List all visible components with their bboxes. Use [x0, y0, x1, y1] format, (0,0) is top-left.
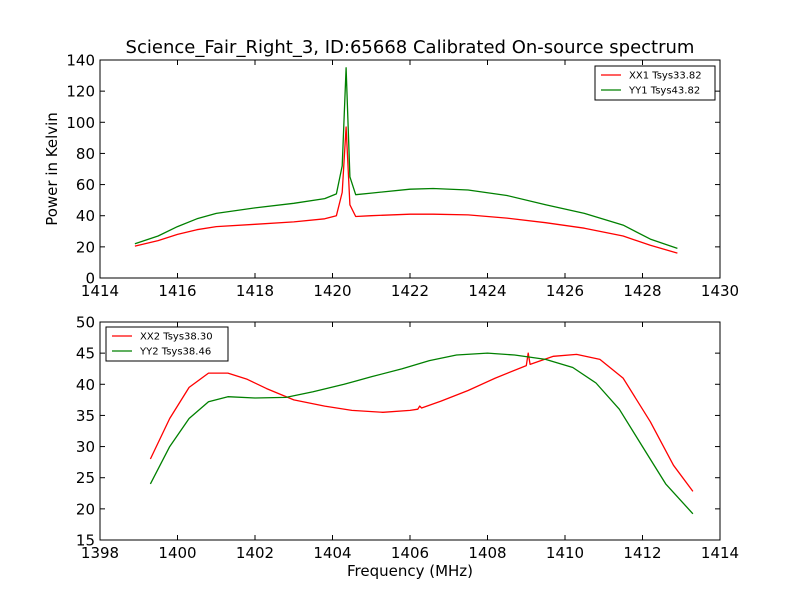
y-tick-label: 120 — [66, 83, 95, 101]
x-tick-label: 1416 — [158, 282, 196, 300]
x-tick-label: 1412 — [623, 544, 661, 562]
x-tick-label: 1426 — [546, 282, 584, 300]
legend-label-1: XX2 Tsys38.30 — [140, 332, 213, 343]
y-tick-label: 100 — [66, 114, 95, 132]
y-tick-label: 0 — [85, 270, 95, 288]
x-tick-label: 1428 — [623, 282, 661, 300]
upper-plot-panel: 1414 1416 1418 1420 1422 1424 1426 1428 1430 0 20 4… — [43, 52, 739, 301]
y-tick-label: 50 — [76, 314, 95, 332]
y-tick-label: 45 — [76, 345, 95, 363]
x-tick-label: 1406 — [391, 544, 429, 562]
legend-label-2: YY1 Tsys43.82 — [628, 86, 700, 97]
x-axis-label: Frequency (MHz) — [347, 562, 473, 580]
series-line-1 — [149, 352, 694, 492]
x-tick-label: 1422 — [391, 282, 429, 300]
y-tick-label: 20 — [76, 500, 95, 518]
x-tick-label: 1420 — [313, 282, 351, 300]
x-tick-label: 1414 — [81, 282, 119, 300]
legend-label-1: XX1 Tsys33.82 — [629, 71, 702, 82]
y-tick-label: 60 — [76, 176, 95, 194]
series-line-1 — [134, 126, 678, 254]
x-tick-label: 1404 — [313, 544, 351, 562]
legend-box — [105, 326, 229, 362]
lower-plot-panel: 1398 1400 1402 1404 1406 1408 1410 1412 1414 15 20… — [76, 314, 739, 581]
y-tick-label: 25 — [76, 469, 95, 487]
x-tick-label: 1424 — [468, 282, 506, 300]
y-tick-label: 40 — [76, 376, 95, 394]
legend: XX2 Tsys38.30 YY2 Tsys38.46 — [105, 326, 229, 362]
y-tick-label: 20 — [76, 238, 95, 256]
x-tick-label: 1400 — [158, 544, 196, 562]
x-tick-label: 1398 — [81, 544, 119, 562]
x-tick-label: 1414 — [701, 544, 739, 562]
y-tick-label: 40 — [76, 207, 95, 225]
series-line-2 — [134, 67, 678, 250]
legend-label-2: YY2 Tsys38.46 — [139, 347, 211, 358]
chart-title: Science_Fair_Right_3, ID:65668 Calibrate… — [126, 37, 695, 58]
y-tick-label: 35 — [76, 407, 95, 425]
x-tick-label: 1410 — [546, 544, 584, 562]
y-tick-label: 30 — [76, 438, 95, 456]
legend-box — [594, 65, 716, 101]
x-tick-label: 1408 — [468, 544, 506, 562]
y-tick-label: 80 — [76, 145, 95, 163]
y-tick-label: 140 — [66, 52, 95, 70]
series-line-2 — [149, 352, 694, 515]
y-tick-label: 15 — [76, 532, 95, 550]
legend: XX1 Tsys33.82 YY1 Tsys43.82 — [594, 65, 716, 101]
x-tick-label: 1430 — [701, 282, 739, 300]
x-tick-label: 1418 — [236, 282, 274, 300]
y-axis-label: Power in Kelvin — [43, 112, 61, 226]
x-tick-label: 1402 — [236, 544, 274, 562]
